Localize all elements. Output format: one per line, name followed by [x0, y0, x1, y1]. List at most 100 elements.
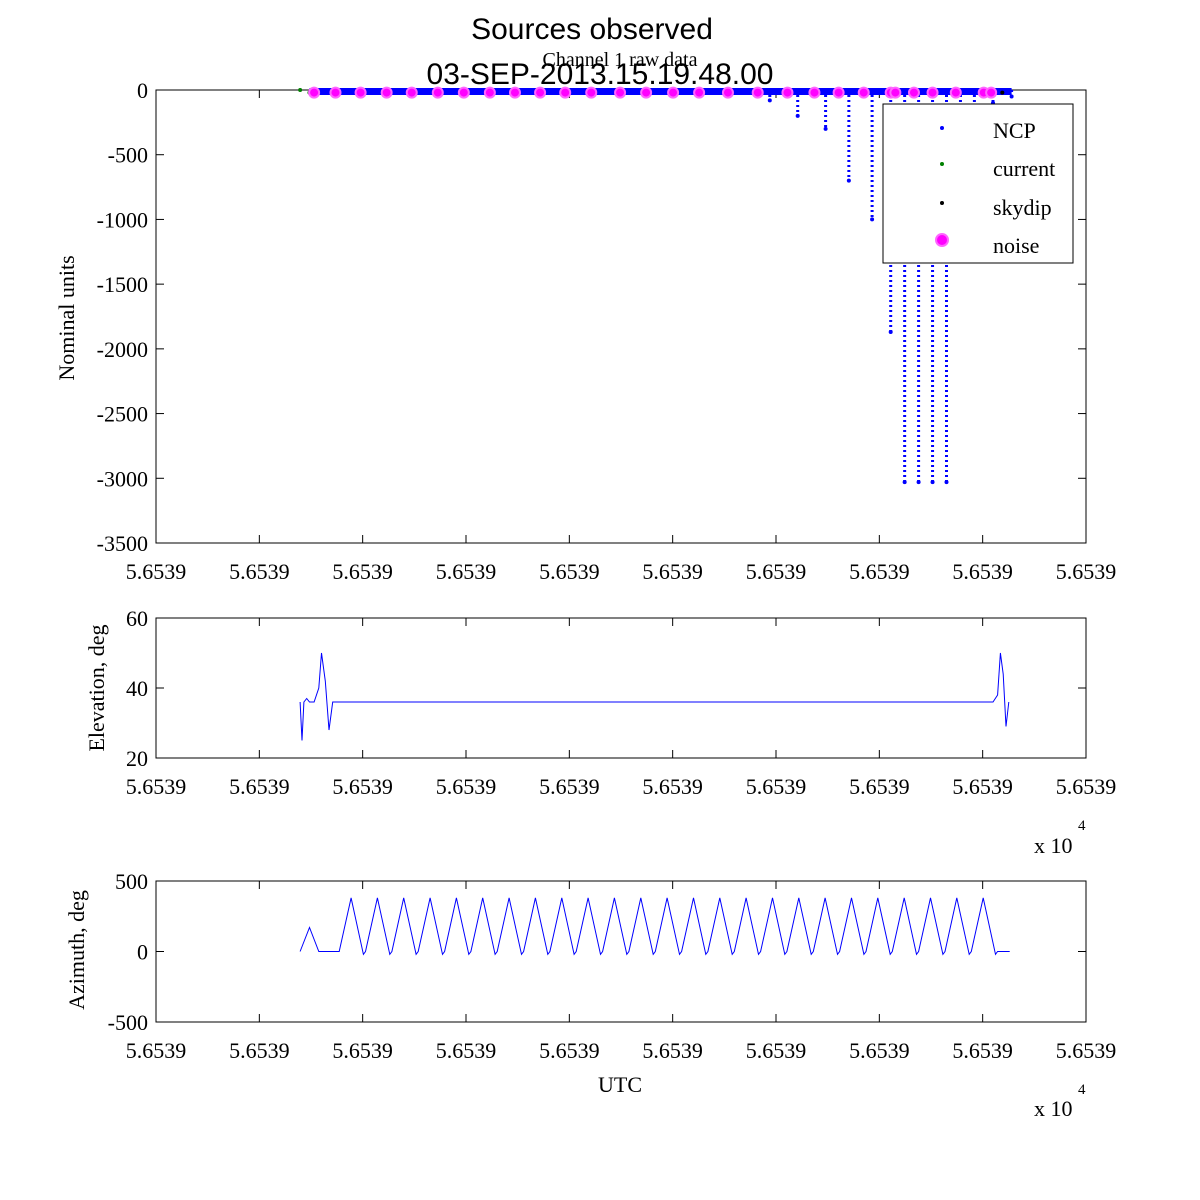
skydip-point — [1000, 90, 1005, 95]
ncp-point — [1009, 94, 1014, 99]
chart3-exponent-power: 4 — [1078, 1082, 1086, 1098]
elevation-line — [299, 652, 1010, 741]
x-tick-label: 5.6539 — [126, 559, 187, 584]
legend-label-ncp: NCP — [993, 118, 1036, 143]
ncp-point — [902, 480, 907, 485]
x-tick-label: 5.6539 — [849, 1038, 910, 1063]
x-tick-label: 5.6539 — [1056, 1038, 1117, 1063]
y-tick-label: -2500 — [97, 402, 148, 427]
noise-point — [857, 86, 870, 99]
chart3-axes-box — [155, 880, 1087, 1023]
y-tick-label: 0 — [137, 940, 148, 965]
x-tick-label: 5.6539 — [539, 774, 600, 799]
noise-point — [832, 86, 845, 99]
noise-point — [889, 86, 902, 99]
noise-point — [721, 86, 734, 99]
chart2-ylabel: Elevation, deg — [84, 624, 109, 751]
x-tick-label: 5.6539 — [1056, 774, 1117, 799]
ncp-point — [944, 480, 949, 485]
legend-marker-skydip — [940, 201, 944, 205]
x-tick-label: 5.6539 — [229, 1038, 290, 1063]
current-point — [298, 88, 303, 92]
chart2-panel: 60 40 20 5.6539 5.6539 5.6539 5.6539 5.6539 5.6… — [84, 606, 1116, 858]
x-tick-label: 5.6539 — [229, 559, 290, 584]
y-tick-label: -3000 — [97, 466, 148, 491]
chart3-xlabel: UTC — [598, 1072, 642, 1097]
ncp-point — [767, 98, 772, 103]
x-tick-label: 5.6539 — [332, 774, 393, 799]
noise-point — [585, 86, 598, 99]
chart3-ylabel: Azimuth, deg — [64, 890, 89, 1010]
x-tick-label: 5.6539 — [539, 1038, 600, 1063]
x-tick-label: 5.6539 — [126, 1038, 187, 1063]
y-tick-label: -500 — [108, 143, 148, 168]
legend-marker-noise — [935, 233, 949, 247]
y-tick-label: -500 — [108, 1010, 148, 1035]
x-tick-label: 5.6539 — [746, 1038, 807, 1063]
noise-point — [751, 86, 764, 99]
figure-title-line1: Sources observed — [471, 13, 713, 46]
x-tick-label: 5.6539 — [539, 559, 600, 584]
y-tick-label: -1500 — [97, 272, 148, 297]
chart2-exponent-power: 4 — [1078, 818, 1086, 834]
noise-point — [308, 86, 321, 99]
ncp-point — [795, 113, 800, 118]
noise-point — [534, 86, 547, 99]
chart2-data — [299, 652, 1010, 741]
ncp-point — [846, 178, 851, 183]
chart1-panel: 0 -500 -1000 -1500 -2000 -2500 -3000 -3500 5.65… — [54, 78, 1116, 584]
noise-point — [985, 86, 998, 99]
chart2-y-ticks: 60 40 20 — [126, 606, 1086, 771]
legend-marker-current — [940, 162, 944, 166]
y-tick-label: 500 — [115, 869, 148, 894]
y-tick-label: 0 — [137, 78, 148, 103]
noise-point — [354, 86, 367, 99]
legend-label-skydip: skydip — [993, 195, 1052, 220]
chart3-y-ticks: 500 0 -500 — [108, 869, 1086, 1035]
x-tick-label: 5.6539 — [642, 1038, 703, 1063]
chart1-legend: NCP current skydip noise — [882, 103, 1074, 264]
y-tick-label: -2000 — [97, 337, 148, 362]
ncp-baseline — [309, 88, 1012, 95]
x-tick-label: 5.6539 — [436, 559, 497, 584]
chart2-exponent-label: x 10 — [1034, 833, 1073, 858]
ncp-point — [916, 480, 921, 485]
ncp-point — [930, 480, 935, 485]
x-tick-label: 5.6539 — [1056, 559, 1117, 584]
x-tick-label: 5.6539 — [952, 774, 1013, 799]
x-tick-label: 5.6539 — [332, 1038, 393, 1063]
noise-point — [667, 86, 680, 99]
y-tick-label: 20 — [126, 746, 148, 771]
chart3-exponent-label: x 10 — [1034, 1096, 1073, 1121]
chart2-axes-box — [155, 617, 1087, 759]
chart1-title: Channel 1 raw data — [543, 49, 698, 71]
noise-point — [483, 86, 496, 99]
x-tick-label: 5.6539 — [849, 774, 910, 799]
x-tick-label: 5.6539 — [642, 774, 703, 799]
noise-point — [640, 86, 653, 99]
y-tick-label: 40 — [126, 676, 148, 701]
legend-label-noise: noise — [993, 233, 1039, 258]
noise-point — [808, 86, 821, 99]
noise-point — [693, 86, 706, 99]
x-tick-label: 5.6539 — [436, 1038, 497, 1063]
x-tick-label: 5.6539 — [126, 774, 187, 799]
noise-point — [405, 86, 418, 99]
noise-point — [457, 86, 470, 99]
x-tick-label: 5.6539 — [952, 1038, 1013, 1063]
azimuth-line — [299, 897, 1010, 956]
ncp-point — [823, 126, 828, 131]
noise-point — [380, 86, 393, 99]
chart3-x-ticks: 5.6539 5.6539 5.6539 5.6539 5.6539 5.6539 5.65… — [126, 881, 1117, 1063]
legend-box — [882, 103, 1074, 264]
noise-point — [781, 86, 794, 99]
x-tick-label: 5.6539 — [229, 774, 290, 799]
noise-point — [508, 86, 521, 99]
y-tick-label: 60 — [126, 606, 148, 631]
noise-point — [614, 86, 627, 99]
x-tick-label: 5.6539 — [952, 559, 1013, 584]
x-tick-label: 5.6539 — [332, 559, 393, 584]
noise-point — [431, 86, 444, 99]
x-tick-label: 5.6539 — [436, 774, 497, 799]
